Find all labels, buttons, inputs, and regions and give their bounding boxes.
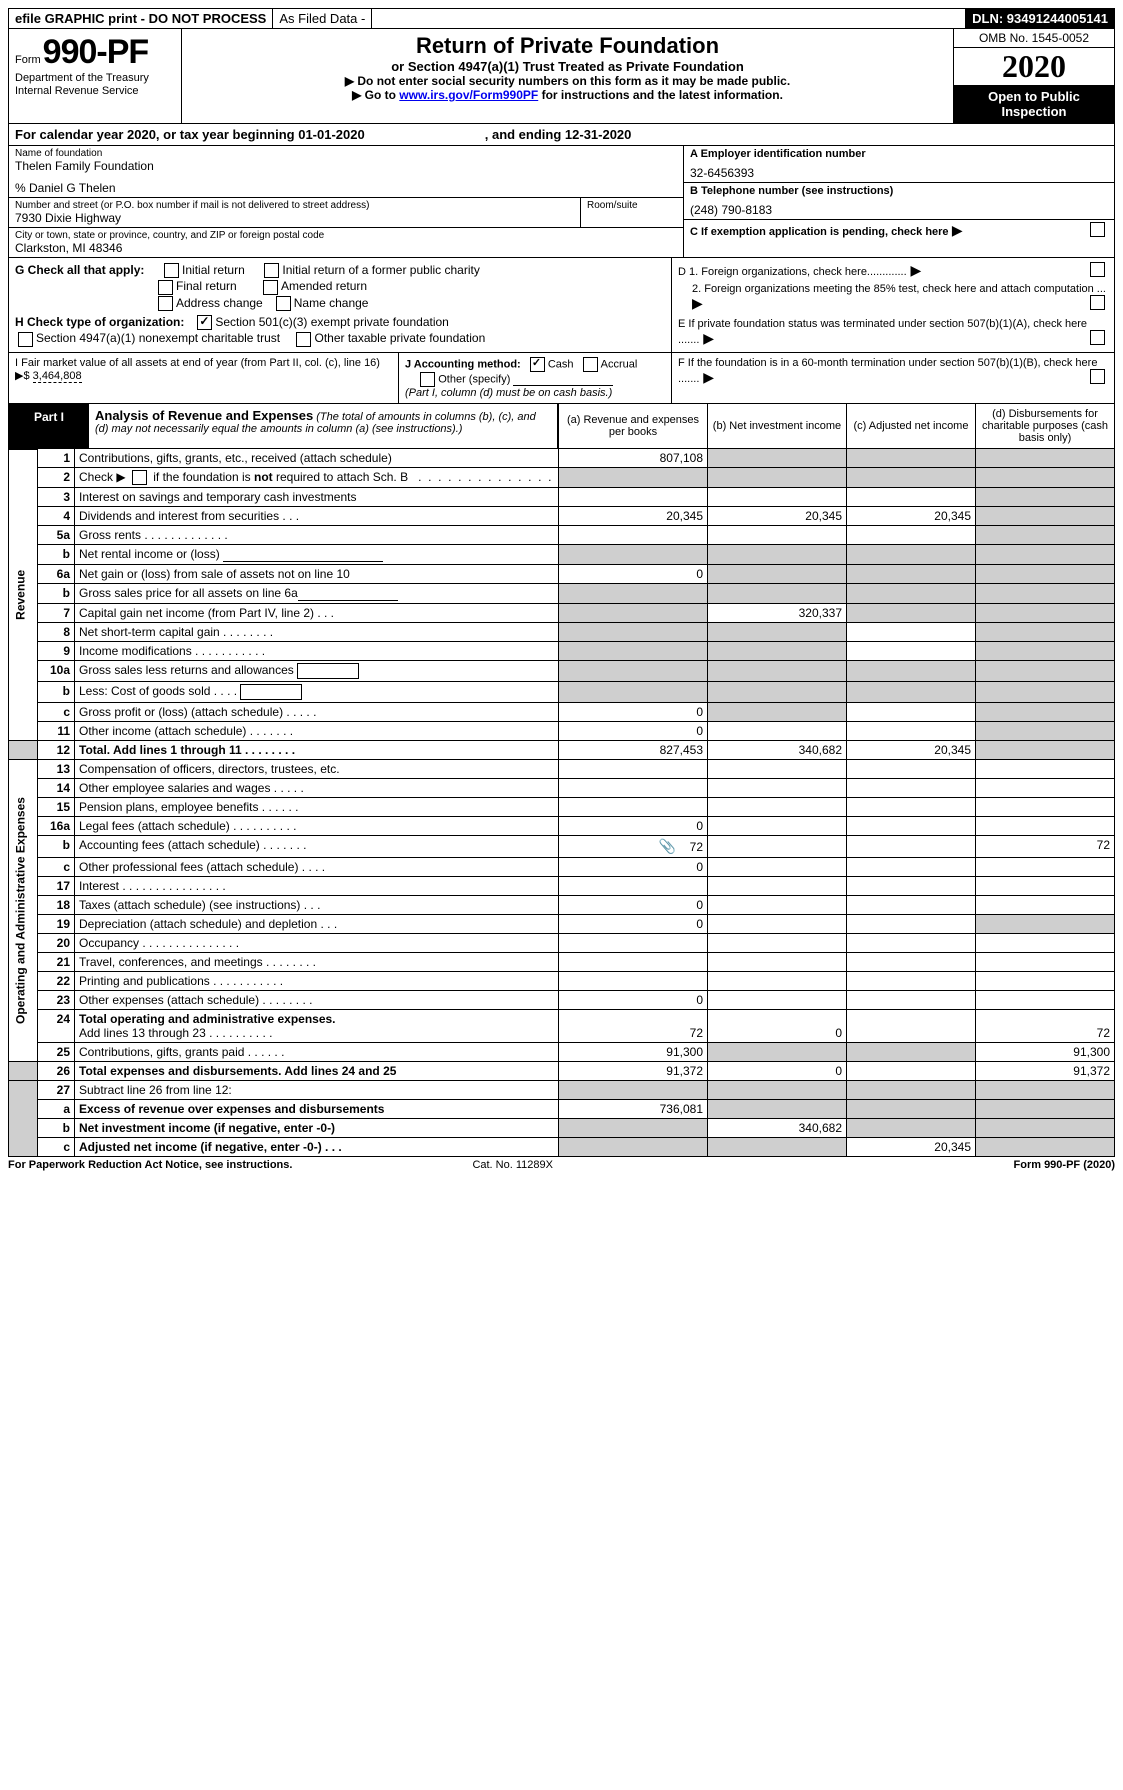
part1-header: Part I Analysis of Revenue and Expenses … [8, 404, 1115, 449]
form-note2: ▶ Go to www.irs.gov/Form990PF for instru… [188, 88, 947, 102]
foundation-name: Thelen Family Foundation [15, 159, 677, 173]
col-b-hdr: (b) Net investment income [707, 404, 846, 448]
g-amended-cb[interactable] [263, 280, 278, 295]
header-left: Form 990-PF Department of the Treasury I… [9, 29, 182, 123]
d1-cb[interactable] [1090, 262, 1105, 277]
revenue-side-label: Revenue [9, 449, 38, 741]
foot-right: Form 990-PF (2020) [1014, 1159, 1116, 1171]
ein-label: A Employer identification number [690, 148, 1108, 160]
col-d-hdr: (d) Disbursements for charitable purpose… [975, 404, 1114, 448]
form-title: Return of Private Foundation [188, 33, 947, 59]
section-i-j: I Fair market value of all assets at end… [8, 353, 1115, 404]
part1-label: Part I [9, 404, 89, 448]
phone-label: B Telephone number (see instructions) [690, 185, 1108, 197]
ein-value: 32-6456393 [690, 166, 1108, 180]
name-label: Name of foundation [15, 148, 677, 159]
form-number: 990-PF [43, 33, 149, 72]
j-label: J Accounting method: [405, 358, 521, 370]
header-right: OMB No. 1545-0052 2020 Open to Public In… [953, 29, 1114, 123]
g-label: G Check all that apply: [15, 263, 144, 277]
cal-begin: For calendar year 2020, or tax year begi… [15, 127, 365, 142]
street-address: 7930 Dixie Highway [15, 211, 574, 225]
dln-label: DLN: 93491244005141 [965, 9, 1114, 28]
form-subtitle: or Section 4947(a)(1) Trust Treated as P… [188, 59, 947, 74]
expense-side-label: Operating and Administrative Expenses [9, 760, 38, 1062]
c-checkbox[interactable] [1090, 222, 1105, 237]
column-headers: (a) Revenue and expenses per books (b) N… [557, 404, 1114, 448]
g-name-cb[interactable] [276, 296, 291, 311]
form-word: Form [15, 54, 41, 66]
dept-line1: Department of the Treasury [15, 72, 175, 85]
revenue-expense-table: Revenue 1Contributions, gifts, grants, e… [8, 449, 1115, 1158]
i-value: 3,464,808 [33, 370, 82, 383]
dept-line2: Internal Revenue Service [15, 85, 175, 98]
section-g-h: G Check all that apply: Initial return I… [8, 258, 1115, 353]
d1-label: D 1. Foreign organizations, check here..… [678, 266, 907, 278]
foot-mid: Cat. No. 11289X [472, 1159, 553, 1171]
col-c-hdr: (c) Adjusted net income [846, 404, 975, 448]
top-bar: efile GRAPHIC print - DO NOT PROCESS As … [8, 8, 1115, 29]
j-note: (Part I, column (d) must be on cash basi… [405, 387, 612, 399]
h-other-cb[interactable] [296, 332, 311, 347]
f-label: F If the foundation is in a 60-month ter… [678, 357, 1097, 385]
col-a-hdr: (a) Revenue and expenses per books [558, 404, 707, 448]
e-cb[interactable] [1090, 330, 1105, 345]
info-block: Name of foundation Thelen Family Foundat… [8, 146, 1115, 258]
omb-number: OMB No. 1545-0052 [954, 29, 1114, 48]
h-501c3-cb[interactable] [197, 315, 212, 330]
page-footer: For Paperwork Reduction Act Notice, see … [8, 1157, 1115, 1173]
care-of: % Daniel G Thelen [15, 181, 677, 195]
form-note1: ▶ Do not enter social security numbers o… [188, 74, 947, 88]
cal-end: , and ending 12-31-2020 [485, 127, 632, 142]
foot-left: For Paperwork Reduction Act Notice, see … [8, 1159, 292, 1171]
room-label: Room/suite [581, 198, 683, 227]
irs-link[interactable]: www.irs.gov/Form990PF [399, 88, 538, 102]
city-label: City or town, state or province, country… [15, 230, 677, 241]
g-address-cb[interactable] [158, 296, 173, 311]
d2-label: 2. Foreign organizations meeting the 85%… [692, 283, 1106, 295]
arrow-icon: ▶ [952, 222, 963, 238]
i-label: I Fair market value of all assets at end… [15, 357, 380, 369]
c-label: C If exemption application is pending, c… [690, 226, 949, 238]
open-public: Open to Public Inspection [954, 85, 1114, 123]
efile-label: efile GRAPHIC print - DO NOT PROCESS [9, 9, 273, 28]
tax-year: 2020 [954, 48, 1114, 85]
g-final-cb[interactable] [158, 280, 173, 295]
h-label: H Check type of organization: [15, 315, 184, 329]
city-state-zip: Clarkston, MI 48346 [15, 241, 677, 255]
part1-title-cell: Analysis of Revenue and Expenses (The to… [89, 404, 557, 448]
g-initial-cb[interactable] [164, 263, 179, 278]
paperclip-icon[interactable]: 📎 [659, 838, 676, 854]
as-filed-label: As Filed Data - [273, 9, 372, 28]
phone-value: (248) 790-8183 [690, 203, 1108, 217]
schb-cb[interactable] [132, 470, 147, 485]
g-initial-former-cb[interactable] [264, 263, 279, 278]
j-accrual-cb[interactable] [583, 357, 598, 372]
form-header: Form 990-PF Department of the Treasury I… [8, 29, 1115, 124]
j-other-cb[interactable] [420, 372, 435, 387]
d2-cb[interactable] [1090, 295, 1105, 310]
addr-label: Number and street (or P.O. box number if… [15, 200, 574, 211]
h-4947-cb[interactable] [18, 332, 33, 347]
j-cash-cb[interactable] [530, 357, 545, 372]
f-cb[interactable] [1090, 369, 1105, 384]
calendar-year-row: For calendar year 2020, or tax year begi… [8, 124, 1115, 146]
e-label: E If private foundation status was termi… [678, 318, 1087, 346]
header-middle: Return of Private Foundation or Section … [182, 29, 953, 123]
